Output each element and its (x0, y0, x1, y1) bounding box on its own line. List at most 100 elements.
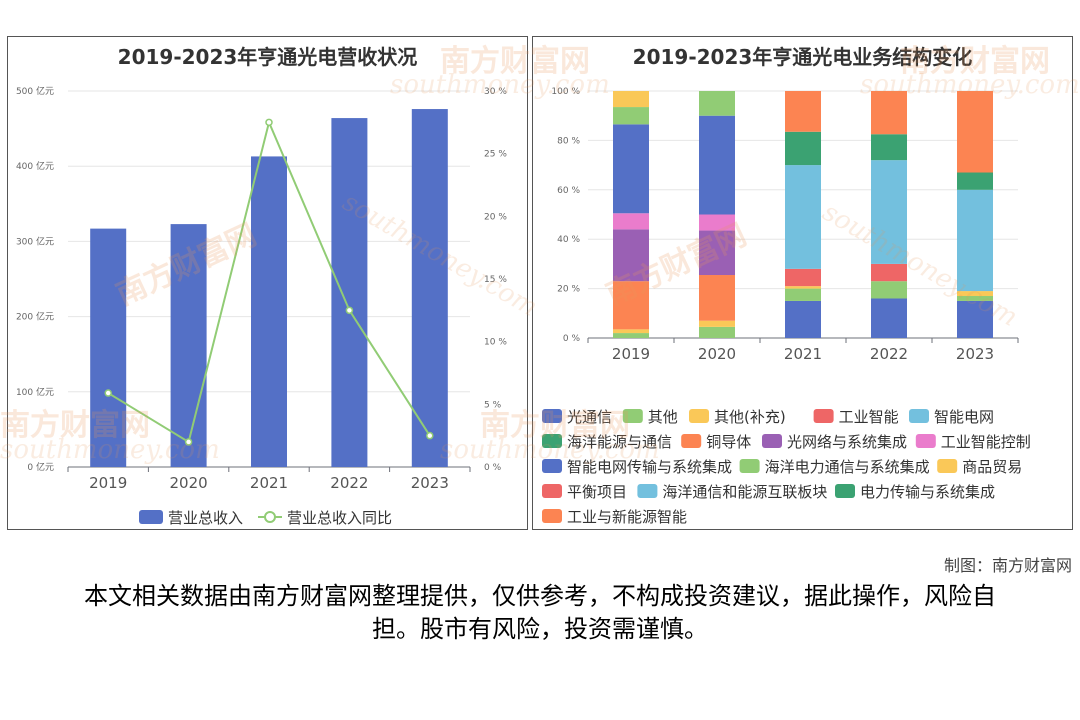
stacked-segment (613, 213, 649, 230)
legend-label: 工业与新能源智能 (567, 508, 687, 526)
stacked-segment (613, 281, 649, 330)
legend-swatch (637, 484, 658, 498)
y-tick-right: 15 % (484, 275, 507, 285)
legend-label: 铜导体 (706, 433, 751, 451)
stacked-segment (785, 91, 821, 132)
legend-swatch (937, 459, 958, 473)
revenue-bar (170, 224, 207, 467)
legend-label: 其他(补充) (714, 408, 786, 426)
stacked-segment (613, 91, 649, 108)
revenue-chart-panel: 2019-2023年亨通光电营收状况 0 亿元 100 亿元 200 亿元 300 亿… (7, 36, 528, 530)
legend-swatch (681, 434, 702, 448)
stacked-segment (871, 263, 907, 282)
y-tick-right: 30 % (484, 87, 507, 97)
legend-swatch (689, 409, 709, 423)
y-tick-right: 25 % (484, 150, 507, 160)
revenue-bar (90, 228, 127, 467)
yoy-point (184, 438, 193, 446)
stacked-segment (613, 329, 649, 334)
chart-credit: 制图：南方财富网 (943, 556, 1072, 575)
stacked-segment (699, 320, 735, 327)
stacked-segment (699, 275, 735, 321)
stacked-segment (613, 229, 649, 282)
revenue-bar (251, 156, 287, 467)
y-tick-right: 20 % (484, 212, 507, 222)
y-tick-left: 400 亿元 (16, 160, 54, 172)
y-tick: 20 % (557, 285, 580, 295)
legend-label: 海洋电力通信与系统集成 (765, 458, 930, 476)
legend-swatch-yoy-marker (264, 511, 276, 523)
legend-swatch-revenue (139, 510, 163, 524)
legend-swatch (542, 409, 562, 423)
y-tick-left: 200 亿元 (16, 311, 54, 323)
legend-label: 工业智能 (839, 408, 899, 426)
revenue-bar (331, 118, 368, 468)
stacked-segment (785, 300, 821, 338)
legend-label: 平衡项目 (567, 483, 627, 501)
stacked-segment (871, 91, 907, 135)
legend-label: 海洋能源与通信 (567, 433, 672, 451)
y-tick: 100 % (551, 87, 580, 97)
business-structure-chart-title: 2019-2023年亨通光电业务结构变化 (632, 45, 973, 69)
y-tick-right: 10 % (484, 338, 507, 348)
y-tick: 60 % (557, 186, 580, 196)
stacked-segment (699, 214, 735, 231)
legend-swatch (739, 459, 760, 473)
legend-label: 智能电网传输与系统集成 (567, 458, 732, 476)
x-tick-label: 2020 (698, 345, 736, 363)
stacked-segment (699, 91, 735, 116)
legend-swatch (909, 409, 929, 423)
legend-swatch (542, 459, 562, 473)
business-structure-chart-panel: 2019-2023年亨通光电业务结构变化 0 % 20 % 40 % 60 % 80 %… (532, 36, 1073, 530)
x-tick-label: 2021 (784, 345, 822, 363)
stacked-segment (613, 107, 649, 125)
stacked-segment (785, 165, 821, 269)
stacked-segment (871, 134, 907, 161)
yoy-point (426, 431, 434, 440)
stacked-segment (957, 91, 993, 173)
yoy-point (345, 306, 354, 315)
legend-swatch (762, 434, 782, 448)
stacked-segment (699, 230, 735, 276)
x-tick-label: 2019 (612, 345, 650, 363)
legend-label-revenue: 营业总收入 (168, 509, 243, 527)
business-structure-chart: 0 % 20 % 40 % 60 % 80 % 100 % 2019 2020 2021 2022… (542, 87, 1031, 526)
legend-swatch (622, 409, 643, 423)
y-tick-right: 0 % (484, 463, 502, 473)
legend-swatch (835, 484, 855, 498)
x-tick-label: 2023 (956, 345, 994, 363)
stacked-segment (871, 281, 907, 299)
legend-swatch (542, 484, 562, 498)
stacked-segment (957, 189, 993, 292)
legend-label: 智能电网 (934, 408, 994, 426)
legend-label: 工业智能控制 (941, 433, 1031, 451)
stacked-segment (871, 160, 907, 264)
stacked-segment (957, 291, 993, 297)
y-tick-left: 500 亿元 (16, 85, 54, 97)
x-tick-label: 2022 (870, 345, 908, 363)
revenue-bar (411, 109, 448, 467)
stacked-segment (613, 124, 649, 214)
y-tick-left: 100 亿元 (16, 386, 54, 398)
stacked-segment (957, 296, 993, 301)
legend-label: 其他 (648, 408, 678, 426)
yoy-point (265, 118, 273, 127)
legend-label: 电力传输与系统集成 (860, 483, 995, 501)
legend-swatch (542, 509, 562, 523)
stacked-segment (785, 131, 821, 166)
yoy-point (104, 389, 112, 397)
stacked-segment (699, 326, 735, 338)
stacked-segment (957, 172, 993, 190)
legend-label: 光通信 (567, 408, 612, 426)
stacked-segment (613, 333, 649, 338)
x-tick-label: 2023 (411, 474, 449, 492)
legend-swatch (813, 409, 834, 423)
y-tick-left: 0 亿元 (27, 461, 54, 473)
stacked-segment (871, 298, 907, 338)
y-tick: 80 % (557, 136, 580, 146)
y-tick-left: 300 亿元 (16, 235, 54, 247)
stacked-segment (699, 115, 735, 215)
stacked-segment (957, 300, 993, 338)
legend-label-yoy: 营业总收入同比 (287, 509, 392, 527)
legend-swatch (542, 434, 562, 448)
